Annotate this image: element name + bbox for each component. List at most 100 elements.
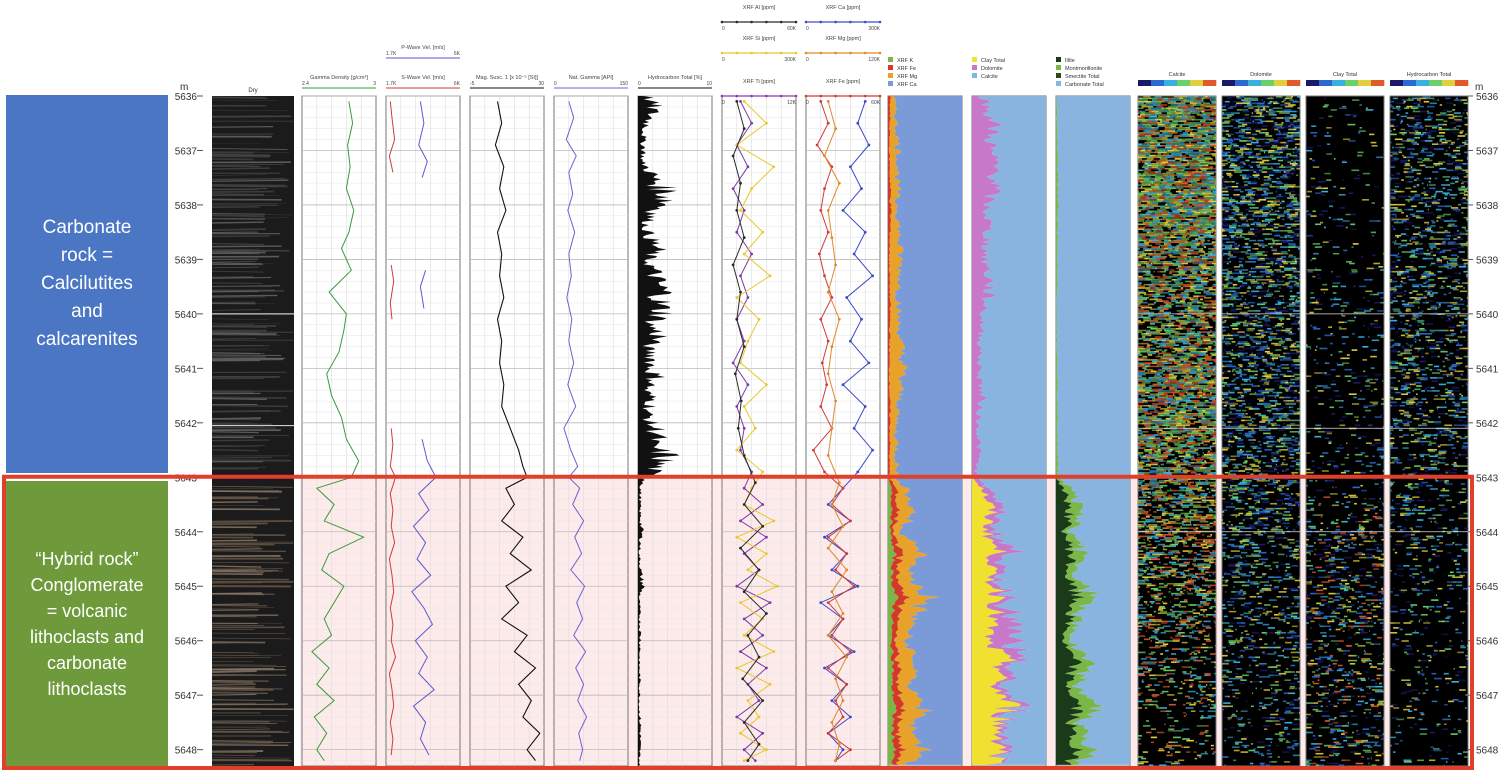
heatmap-cell — [1138, 516, 1140, 518]
heatmap-cell — [1203, 453, 1211, 456]
heatmap-cell — [1144, 357, 1148, 360]
heatmap-cell — [1191, 145, 1195, 147]
heatmap-cell — [1138, 401, 1144, 404]
heatmap-cell — [1138, 398, 1146, 400]
heatmap-cell — [1208, 205, 1212, 208]
heatmap-cell — [1164, 190, 1171, 193]
heatmap-cell — [1156, 556, 1158, 559]
heatmap-cell — [1189, 435, 1195, 438]
heatmap-colorbar-segment — [1203, 80, 1217, 86]
track-scale-dot — [735, 20, 739, 24]
heatmap-cell — [1148, 437, 1155, 440]
heatmap-cell — [1153, 395, 1158, 397]
heatmap-cell — [1163, 288, 1170, 291]
heatmap-cell — [1154, 406, 1161, 409]
heatmap-cell — [1192, 184, 1195, 186]
heatmap-cell — [1204, 158, 1213, 160]
heatmap-cell — [1180, 264, 1184, 266]
heatmap-cell — [1190, 328, 1195, 330]
series-point — [776, 584, 779, 588]
heatmap-cell — [1200, 525, 1205, 528]
heatmap-cell — [1154, 112, 1162, 114]
heatmap-cell — [1165, 146, 1172, 149]
heatmap-cell — [1138, 378, 1143, 381]
heatmap-cell — [1167, 440, 1170, 443]
heatmap-cell — [1143, 319, 1150, 322]
heatmap-cell — [1168, 359, 1176, 361]
heatmap-cell — [1197, 470, 1205, 472]
heatmap-cell — [1144, 483, 1152, 485]
heatmap-cell — [1178, 514, 1182, 516]
heatmap-cell — [1154, 378, 1158, 381]
heatmap-cell — [1201, 125, 1208, 127]
heatmap-cell — [1205, 354, 1209, 356]
heatmap-cell — [1139, 236, 1142, 239]
series-point — [735, 448, 739, 452]
heatmap-cell — [1213, 401, 1216, 404]
heatmap-cell — [1176, 517, 1180, 520]
heatmap-cell — [1180, 372, 1182, 374]
heatmap-cell — [1138, 199, 1144, 201]
heatmap-cell — [1203, 96, 1205, 98]
depth-tick-label: 5647 — [175, 691, 198, 702]
series-point — [830, 426, 834, 430]
heatmap-cell — [1210, 416, 1216, 418]
heatmap-cell — [1163, 468, 1170, 471]
heatmap-cell — [1181, 501, 1185, 503]
heatmap-cell — [1211, 102, 1216, 105]
heatmap-cell — [1188, 303, 1190, 306]
depth-tick-label: 5640 — [175, 310, 198, 321]
heatmap-cell — [1140, 457, 1142, 459]
heatmap-cell — [1165, 163, 1168, 165]
heatmap-cell — [1141, 545, 1147, 547]
heatmap-cell — [1201, 282, 1208, 284]
heatmap-cell — [1166, 171, 1172, 173]
heatmap-cell — [1138, 480, 1143, 482]
heatmap-cell — [1162, 367, 1169, 369]
track-title: Nat. Gamma [API] — [569, 75, 614, 81]
heatmap-cell — [1195, 385, 1199, 387]
heatmap-cell — [1205, 221, 1210, 224]
heatmap-cell — [1146, 563, 1149, 565]
heatmap-cell — [1148, 230, 1152, 232]
heatmap-cell — [1143, 547, 1146, 549]
heatmap-cell — [1142, 569, 1147, 572]
heatmap-cell — [1174, 324, 1182, 327]
heatmap-cell — [1163, 153, 1170, 155]
heatmap-cell — [1204, 130, 1209, 132]
heatmap-cell — [1187, 452, 1193, 454]
heatmap-cell — [1215, 408, 1216, 410]
heatmap-cell — [1166, 553, 1174, 556]
core-texture-line — [211, 167, 271, 170]
heatmap-cell — [1156, 509, 1158, 511]
heatmap-cell — [1145, 499, 1151, 502]
heatmap-cell — [1158, 280, 1163, 283]
heatmap-cell — [1186, 535, 1189, 538]
heatmap-cell — [1177, 435, 1185, 438]
heatmap-cell — [1210, 279, 1216, 281]
heatmap-cell — [1164, 221, 1169, 224]
heatmap-cell — [1165, 380, 1168, 382]
heatmap-cell — [1139, 122, 1147, 124]
heatmap-cell — [1211, 179, 1215, 181]
heatmap-cell — [1157, 99, 1162, 101]
core-texture-line — [211, 270, 264, 273]
heatmap-cell — [1195, 100, 1201, 103]
heatmap-cell — [1139, 527, 1142, 529]
heatmap-cell — [1150, 444, 1155, 446]
heatmap-cell — [1190, 375, 1193, 377]
heatmap-cell — [1188, 221, 1194, 224]
heatmap-cell — [1213, 100, 1216, 103]
heatmap-cell — [1186, 362, 1192, 364]
heatmap-cell — [1182, 298, 1187, 301]
heatmap-cell — [1172, 167, 1177, 170]
depth-tick-label: 5638 — [1476, 201, 1499, 212]
heatmap-cell — [1145, 445, 1147, 448]
heatmap-cell — [1168, 373, 1174, 376]
heatmap-cell — [1187, 301, 1194, 304]
heatmap-cell — [1176, 450, 1178, 453]
heatmap-cell — [1138, 136, 1141, 139]
heatmap-cell — [1195, 323, 1198, 325]
heatmap-cell — [1170, 208, 1178, 211]
heatmap-cell — [1156, 473, 1158, 476]
